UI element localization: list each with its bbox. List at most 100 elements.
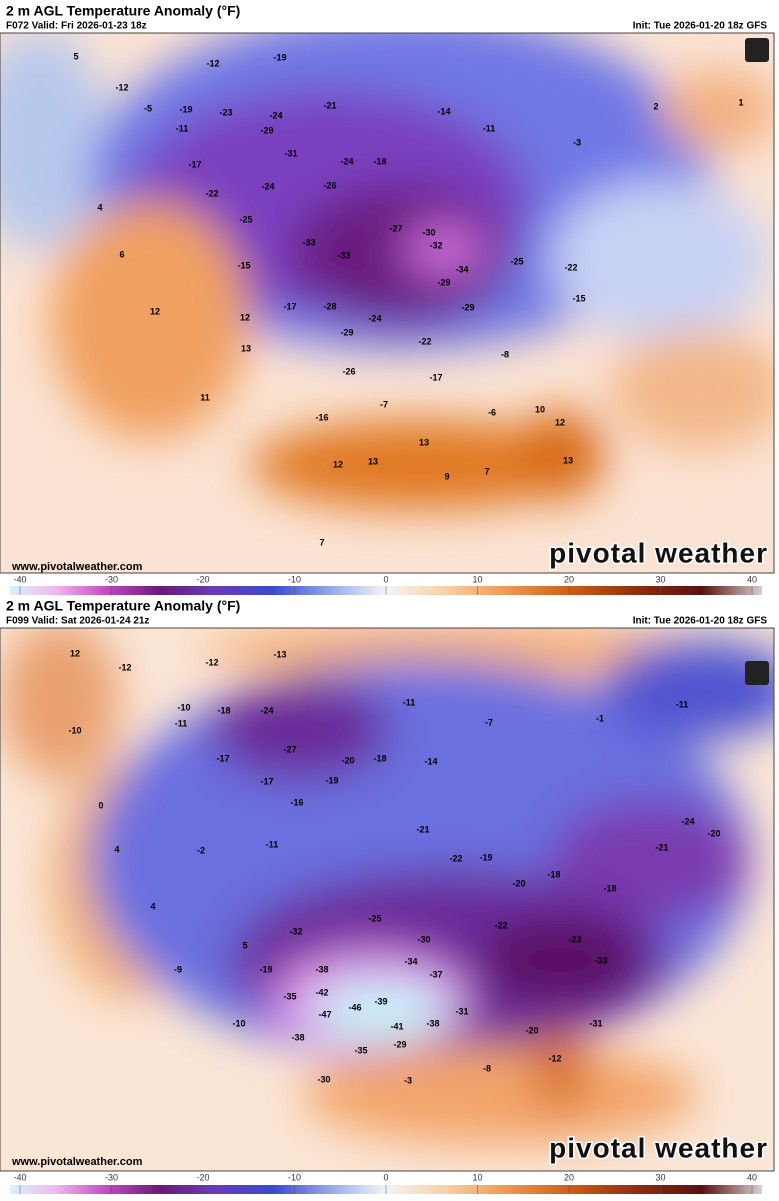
colorbar-tick-label: 10 bbox=[472, 1172, 482, 1182]
anomaly-label: -20 bbox=[512, 878, 525, 888]
anomaly-label: -7 bbox=[380, 399, 388, 409]
anomaly-label: 4 bbox=[114, 844, 119, 854]
anomaly-label: 13 bbox=[563, 455, 573, 465]
anomaly-label: -12 bbox=[206, 58, 219, 68]
anomaly-label: -8 bbox=[483, 1063, 491, 1073]
anomaly-label: -26 bbox=[323, 180, 336, 190]
anomaly-label: -46 bbox=[348, 1002, 361, 1012]
anomaly-label: -12 bbox=[205, 657, 218, 667]
anomaly-label: -18 bbox=[547, 869, 560, 879]
anomaly-label: 13 bbox=[241, 343, 251, 353]
colorbar-tick-label: 0 bbox=[383, 1172, 388, 1182]
anomaly-label: -3 bbox=[404, 1075, 412, 1085]
anomaly-label: -39 bbox=[374, 996, 387, 1006]
anomaly-label: -19 bbox=[325, 775, 338, 785]
anomaly-label: 4 bbox=[150, 901, 155, 911]
map-2 bbox=[0, 628, 774, 1171]
subtitle: F099 Valid: Sat 2026-01-24 21z bbox=[6, 616, 149, 627]
anomaly-label: -10 bbox=[68, 725, 81, 735]
anomaly-label: -24 bbox=[260, 705, 273, 715]
anomaly-label: -9 bbox=[174, 964, 182, 974]
colorbar-tick-label: 30 bbox=[655, 1172, 665, 1182]
anomaly-label: -32 bbox=[429, 240, 442, 250]
anomaly-label: -5 bbox=[144, 103, 152, 113]
anomaly-label: -23 bbox=[219, 107, 232, 117]
anomaly-label: -34 bbox=[455, 264, 468, 274]
anomaly-label: -22 bbox=[449, 853, 462, 863]
colorbar-tick-label: -20 bbox=[196, 574, 209, 584]
anomaly-label: -29 bbox=[393, 1039, 406, 1049]
anomaly-label: 13 bbox=[419, 437, 429, 447]
anomaly-label: -19 bbox=[179, 104, 192, 114]
anomaly-label: -28 bbox=[323, 301, 336, 311]
anomaly-label: 12 bbox=[150, 306, 160, 316]
map-1 bbox=[0, 33, 774, 573]
anomaly-label: -6 bbox=[488, 407, 496, 417]
anomaly-label: -23 bbox=[568, 934, 581, 944]
anomaly-label: 11 bbox=[200, 392, 210, 402]
anomaly-label: -33 bbox=[594, 955, 607, 965]
anomaly-label: -30 bbox=[417, 934, 430, 944]
anomaly-label: -17 bbox=[260, 776, 273, 786]
anomaly-label: -10 bbox=[232, 1018, 245, 1028]
share-button[interactable] bbox=[745, 38, 769, 62]
anomaly-label: -11 bbox=[483, 123, 496, 133]
anomaly-label: 5 bbox=[73, 51, 78, 61]
anomaly-label: -11 bbox=[176, 123, 189, 133]
anomaly-label: -31 bbox=[589, 1018, 602, 1028]
anomaly-label: 12 bbox=[333, 459, 343, 469]
anomaly-label: -8 bbox=[501, 349, 509, 359]
anomaly-label: -14 bbox=[424, 756, 437, 766]
anomaly-label: -38 bbox=[291, 1032, 304, 1042]
anomaly-label: -27 bbox=[389, 223, 402, 233]
anomaly-label: -25 bbox=[368, 913, 381, 923]
brand: pivotal weather bbox=[549, 537, 768, 568]
anomaly-label: -35 bbox=[283, 991, 296, 1001]
init-time: Init: Tue 2026-01-20 18z GFS bbox=[633, 21, 768, 32]
anomaly-label: 12 bbox=[555, 417, 565, 427]
anomaly-label: -19 bbox=[273, 52, 286, 62]
anomaly-label: -15 bbox=[572, 293, 585, 303]
anomaly-label: -41 bbox=[390, 1021, 403, 1031]
anomaly-label: 12 bbox=[70, 648, 80, 658]
colorbar-tick-label: 20 bbox=[564, 574, 574, 584]
anomaly-label: -27 bbox=[283, 744, 296, 754]
anomaly-label: -42 bbox=[315, 987, 328, 997]
anomaly-label: -29 bbox=[340, 327, 353, 337]
anomaly-label: -20 bbox=[707, 828, 720, 838]
colorbar-tick-label: -10 bbox=[288, 1172, 301, 1182]
share-button[interactable] bbox=[745, 661, 769, 685]
anomaly-label: -18 bbox=[373, 156, 386, 166]
anomaly-label: -25 bbox=[510, 256, 523, 266]
anomaly-label: -24 bbox=[681, 816, 694, 826]
anomaly-label: -17 bbox=[216, 753, 229, 763]
anomaly-label: 7 bbox=[319, 537, 324, 547]
anomaly-label: -18 bbox=[217, 705, 230, 715]
colorbar-tick-label: -40 bbox=[13, 1172, 26, 1182]
anomaly-label: -21 bbox=[323, 100, 336, 110]
anomaly-label: 1 bbox=[738, 97, 743, 107]
anomaly-label: 12 bbox=[240, 312, 250, 322]
anomaly-label: -11 bbox=[266, 839, 279, 849]
anomaly-label: -14 bbox=[437, 106, 450, 116]
anomaly-label: -35 bbox=[354, 1045, 367, 1055]
anomaly-label: 2 bbox=[653, 101, 658, 111]
anomaly-label: 0 bbox=[98, 800, 103, 810]
anomaly-label: -13 bbox=[273, 649, 286, 659]
anomaly-label: -33 bbox=[302, 237, 315, 247]
anomaly-label: -3 bbox=[573, 137, 581, 147]
anomaly-label: -18 bbox=[603, 883, 616, 893]
anomaly-label: -33 bbox=[337, 250, 350, 260]
colorbar-tick-label: 10 bbox=[472, 574, 482, 584]
anomaly-label: 9 bbox=[444, 471, 449, 481]
anomaly-label: -19 bbox=[479, 852, 492, 862]
anomaly-label: -12 bbox=[115, 82, 128, 92]
anomaly-label: -21 bbox=[416, 824, 429, 834]
anomaly-label: -29 bbox=[437, 277, 450, 287]
anomaly-label: -11 bbox=[403, 697, 416, 707]
anomaly-label: -18 bbox=[373, 753, 386, 763]
anomaly-label: 13 bbox=[368, 456, 378, 466]
anomaly-label: -29 bbox=[260, 125, 273, 135]
colorbar-tick-label: 40 bbox=[747, 1172, 757, 1182]
anomaly-label: -22 bbox=[494, 920, 507, 930]
